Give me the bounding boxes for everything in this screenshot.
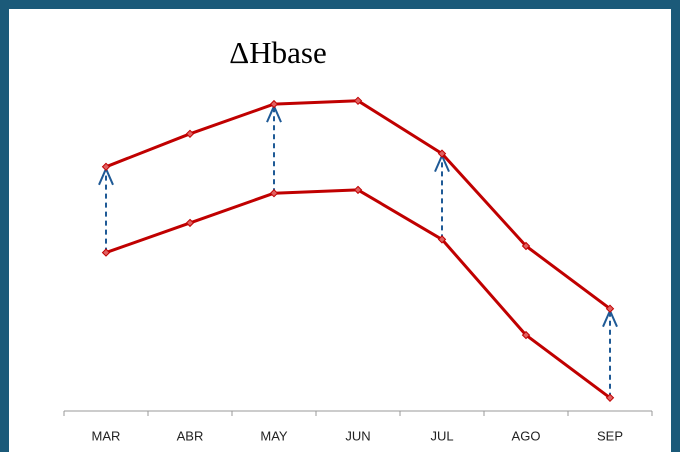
x-tick-label: JUN [345, 428, 370, 443]
x-tick-label: SEP [597, 428, 623, 443]
x-tick-label: JUL [430, 428, 453, 443]
marker [185, 218, 195, 228]
x-tick-label: AGO [512, 428, 541, 443]
marker [605, 304, 615, 313]
marker [521, 241, 531, 251]
marker [101, 162, 111, 172]
x-tick-label: MAY [260, 428, 288, 443]
marker [353, 185, 363, 195]
x-tick-label: MAR [92, 428, 121, 443]
marker [353, 96, 363, 106]
marker [437, 149, 447, 158]
marker [521, 330, 531, 340]
plot-background [9, 9, 671, 452]
marker [437, 235, 447, 244]
x-tick-label: ABR [177, 428, 204, 443]
marker [101, 248, 111, 257]
marker [269, 188, 279, 198]
chart-title: ΔHbase [229, 35, 326, 70]
marker [269, 99, 279, 109]
marker [185, 129, 195, 139]
marker [605, 393, 615, 403]
